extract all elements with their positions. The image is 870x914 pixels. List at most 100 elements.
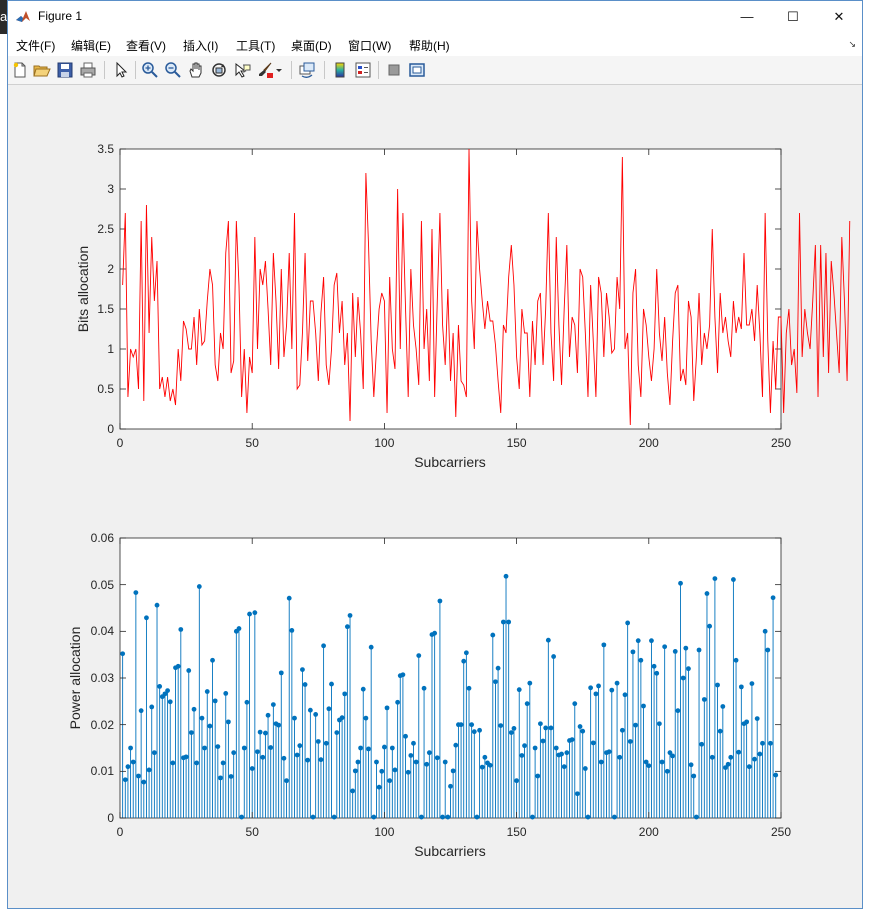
power-stem-marker: [392, 767, 398, 773]
power-stem-marker: [678, 580, 683, 586]
power-ytick-label: 0.02: [91, 718, 115, 732]
power-stem-marker: [138, 708, 144, 714]
link-plot-icon[interactable]: [298, 61, 316, 79]
power-ytick-label: 0.01: [91, 764, 115, 778]
bits-x-axis-label: Subcarriers: [414, 454, 486, 470]
power-stem-marker: [218, 775, 223, 781]
minimize-button[interactable]: —: [724, 1, 770, 32]
background-window-strip: a: [0, 0, 8, 914]
select-arrow-icon[interactable]: [112, 61, 130, 79]
power-stem-marker: [646, 763, 652, 769]
power-stem-marker: [656, 721, 662, 727]
power-stem-marker: [122, 777, 128, 783]
menu-insert[interactable]: 插入(I): [183, 39, 219, 53]
close-button[interactable]: ✕: [816, 1, 862, 32]
colorbar-icon[interactable]: [331, 61, 349, 79]
power-stem-marker: [286, 595, 292, 601]
power-stem-marker: [350, 788, 356, 794]
power-stem-marker: [479, 764, 485, 770]
power-stem-marker: [548, 725, 554, 731]
power-stem-marker: [297, 743, 303, 749]
power-stem-marker: [731, 577, 736, 582]
power-stem-marker: [125, 764, 131, 770]
menu-desktop[interactable]: 桌面(D): [291, 39, 332, 53]
menu-bar: 文件(F) 编辑(E) 查看(V) 插入(I) 工具(T) 桌面(D) 窗口(W…: [8, 32, 862, 56]
power-stem-marker: [442, 759, 448, 765]
power-stem-marker: [276, 722, 282, 728]
legend-icon[interactable]: [354, 61, 372, 79]
power-stem-marker: [278, 670, 284, 676]
power-stem-marker: [577, 724, 583, 729]
power-stem-marker: [165, 688, 170, 693]
power-stem-marker: [413, 759, 419, 765]
power-stem-marker: [601, 642, 607, 648]
power-stem-marker: [260, 754, 266, 760]
power-stem-marker: [749, 681, 755, 686]
maximize-button[interactable]: ☐: [770, 1, 816, 32]
power-stem-marker: [284, 778, 289, 784]
brush-dropdown-icon[interactable]: [274, 61, 284, 79]
figure-window: Figure 1 — ☐ ✕ 文件(F) 编辑(E) 查看(V) 插入(I) 工…: [7, 0, 863, 909]
power-stem-marker: [493, 679, 498, 685]
bits-xtick-label: 50: [246, 436, 260, 450]
show-plot-tools-icon[interactable]: [408, 61, 426, 79]
rotate-3d-icon[interactable]: [210, 61, 228, 79]
open-file-icon[interactable]: [33, 61, 51, 79]
power-stem-marker: [675, 708, 681, 714]
power-stem-marker: [453, 742, 459, 748]
menu-tools[interactable]: 工具(T): [236, 39, 276, 53]
power-stem-marker: [363, 715, 369, 721]
bits-y-ticks: 0 0.5 1 1.5 2 2.5 3 3.5: [97, 142, 114, 436]
save-icon[interactable]: [56, 61, 74, 79]
power-stem-marker: [204, 689, 210, 694]
power-stem-marker: [128, 745, 133, 751]
power-stem-marker: [329, 681, 334, 687]
power-stem-marker: [707, 623, 713, 629]
bits-plot-area: [119, 148, 782, 430]
power-stem-marker: [458, 722, 464, 728]
power-stem-marker: [376, 784, 382, 790]
zoom-in-icon[interactable]: [141, 61, 159, 79]
power-stem-marker: [352, 768, 358, 774]
undock-arrow-icon[interactable]: ↘: [848, 39, 856, 49]
figure-canvas: 0 50 100 150 200 250 0 0.5 1 1.5 2 2.5 3…: [8, 85, 862, 908]
power-stem-marker: [535, 773, 541, 779]
power-stem-marker: [662, 644, 668, 650]
power-stem-marker: [223, 691, 229, 696]
power-x-ticks: 0 50 100 150 200 250: [117, 537, 791, 839]
zoom-out-icon[interactable]: [164, 61, 182, 79]
power-y-ticks: 0 0.01 0.02 0.03 0.04 0.05 0.06: [91, 531, 115, 825]
menu-help[interactable]: 帮助(H): [409, 39, 450, 53]
hide-plot-tools-icon[interactable]: [385, 61, 403, 79]
power-stem-marker: [339, 715, 345, 721]
power-stem-marker: [416, 653, 422, 658]
menu-file[interactable]: 文件(F): [16, 39, 56, 53]
menu-window[interactable]: 窗口(W): [348, 39, 392, 53]
power-stem-marker: [516, 687, 522, 693]
power-stem-marker: [633, 722, 638, 728]
power-stem-marker: [506, 619, 512, 625]
power-stem-marker: [508, 730, 514, 735]
power-stem-marker: [725, 761, 731, 767]
power-stem-marker: [450, 768, 456, 774]
power-stem-marker: [757, 751, 763, 757]
power-stem-marker: [569, 737, 575, 742]
power-stem-marker: [667, 750, 673, 756]
menu-view[interactable]: 查看(V): [126, 39, 166, 53]
power-stem-marker: [773, 772, 779, 778]
power-stem-marker: [294, 752, 300, 758]
power-stem-marker: [210, 657, 215, 663]
menu-edit[interactable]: 编辑(E): [71, 39, 111, 53]
power-stem-marker: [157, 684, 163, 689]
power-stem-marker: [194, 760, 200, 766]
power-stem-marker: [347, 613, 353, 618]
power-stem-marker: [559, 751, 564, 757]
brush-icon[interactable]: [256, 61, 274, 79]
power-stem-marker: [593, 691, 599, 697]
new-figure-icon[interactable]: [11, 61, 29, 79]
print-icon[interactable]: [79, 61, 97, 79]
power-stem-marker: [524, 701, 530, 707]
power-stem-marker: [448, 783, 453, 789]
data-cursor-icon[interactable]: [233, 61, 251, 79]
pan-hand-icon[interactable]: [187, 61, 205, 79]
